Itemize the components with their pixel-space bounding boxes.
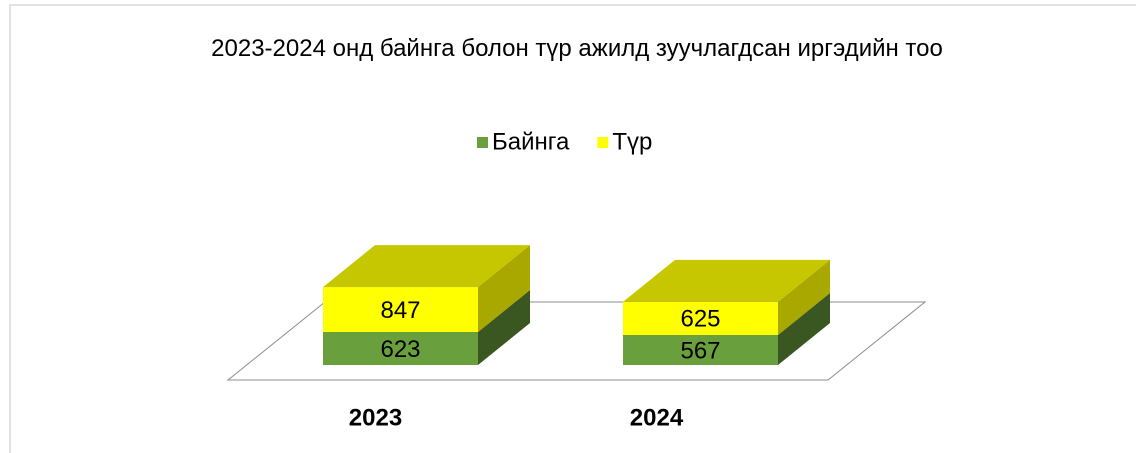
legend-swatch [597, 137, 609, 148]
bar-side [778, 259, 830, 335]
x-tick-label: 2024 [630, 404, 684, 431]
value-label: 847 [380, 297, 420, 324]
legend-label: Байнга [492, 128, 570, 155]
bar-segment [623, 301, 778, 335]
bar-segment [623, 334, 778, 365]
bar-top [323, 245, 530, 288]
legend-label: Түр [612, 128, 652, 155]
legend-swatch [477, 137, 488, 148]
value-label: 623 [380, 336, 420, 363]
value-label: 567 [680, 337, 720, 364]
bar-segment [323, 331, 478, 365]
bar-segment [323, 287, 478, 332]
chart-title: 2023-2024 онд байнга болон түр ажилд зуу… [211, 35, 943, 62]
x-tick-label: 2023 [349, 404, 402, 431]
bar-side [778, 292, 830, 365]
value-label: 625 [680, 306, 720, 333]
bar-side [478, 245, 530, 332]
bar-side [478, 289, 530, 365]
frame-border [9, 4, 1136, 453]
bar-top [623, 259, 830, 302]
